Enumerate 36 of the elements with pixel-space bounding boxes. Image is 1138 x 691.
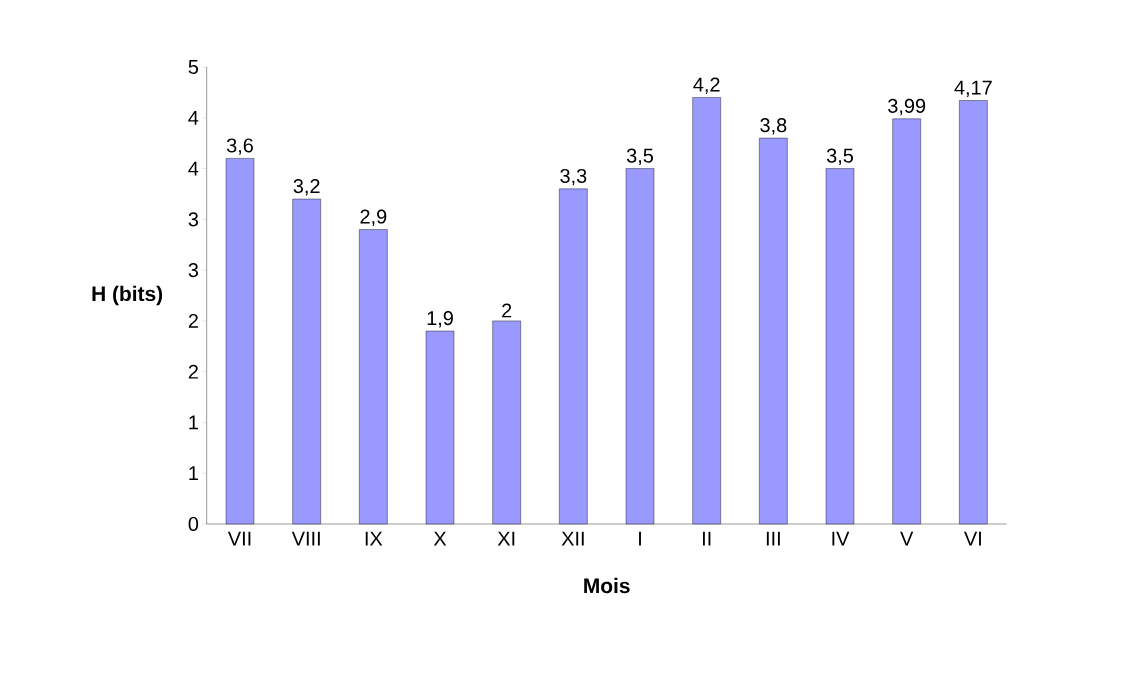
x-tick-label: XII [561, 531, 584, 546]
y-tick-label: 5 [188, 60, 199, 74]
y-tick-label: 1 [189, 466, 198, 481]
data-label: 2 [502, 303, 512, 318]
data-label: 3,5 [626, 148, 654, 166]
x-tick-label: II [702, 531, 711, 546]
x-tick-label: IV [832, 531, 850, 546]
data-label: 3,99 [888, 98, 926, 116]
y-tick-label: 3 [188, 212, 199, 227]
x-tick-label: VI [964, 531, 981, 546]
x-tick-label: III [766, 531, 780, 546]
data-label: 3,5 [826, 148, 854, 166]
x-tick-label: I [639, 531, 641, 546]
data-label: 2,9 [360, 209, 387, 226]
y-tick-label: 0 [188, 516, 199, 532]
data-label: 4,2 [693, 77, 720, 94]
x-tick-label: V [900, 531, 914, 546]
data-label: 3,2 [293, 179, 320, 196]
y-tick-label: 4 [188, 161, 199, 176]
data-label: 4,17 [954, 80, 992, 97]
data-label: 3,8 [760, 118, 787, 135]
x-tick-label: VII [227, 531, 251, 546]
y-tick-label: 1 [189, 415, 198, 430]
y-tick-label: 2 [188, 313, 198, 328]
data-label: 3,3 [560, 168, 587, 186]
x-tick-label: VIII [291, 531, 320, 546]
y-axis-title: H (bits) [92, 285, 163, 306]
y-tick-label: 3 [188, 263, 199, 278]
data-label: 1,9 [427, 311, 453, 328]
x-tick-label: XI [497, 531, 515, 546]
data-label: 3,6 [226, 138, 253, 155]
y-tick-label: 2 [188, 364, 198, 379]
y-tick-label: 4 [188, 110, 199, 125]
x-tick-label: IX [365, 531, 383, 546]
x-axis-title: Mois [584, 577, 630, 594]
x-tick-label: X [433, 531, 447, 546]
